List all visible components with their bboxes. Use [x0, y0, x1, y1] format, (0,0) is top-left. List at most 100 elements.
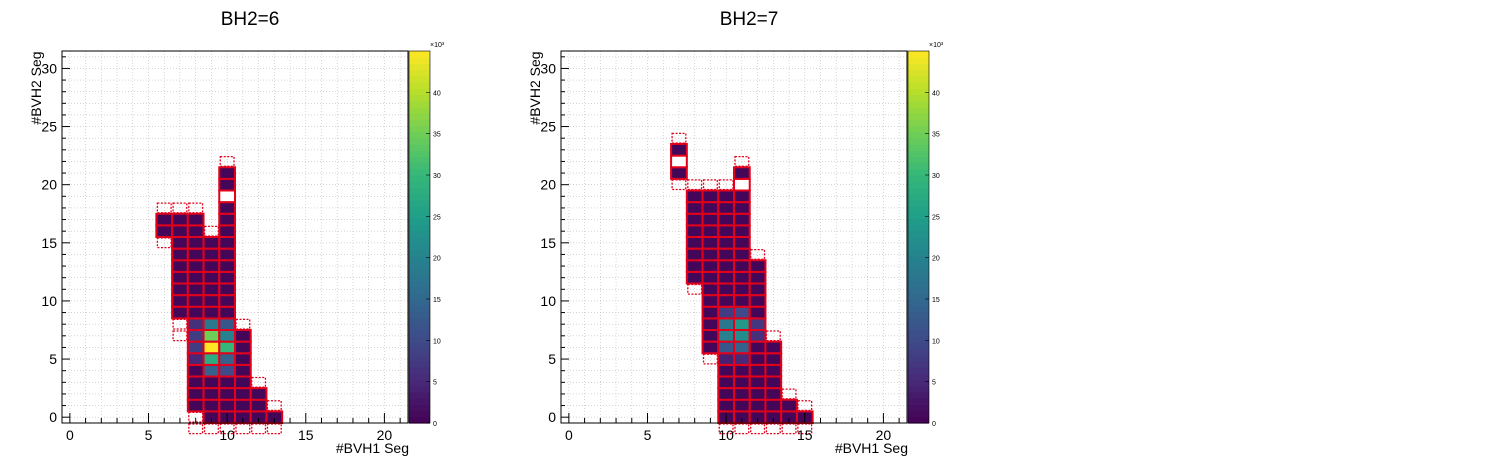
colorbar-segment [908, 181, 929, 188]
histogram-bin [171, 247, 189, 262]
histogram-bin [717, 247, 735, 262]
histogram-bin [717, 189, 735, 204]
colorbar-segment [409, 137, 430, 145]
colorbar-segment [409, 367, 430, 374]
colorbar-segment [409, 237, 430, 244]
histogram-bin [202, 329, 221, 343]
histogram-bin [186, 340, 205, 355]
x-tick-label: 10 [718, 427, 734, 443]
heatmap-plot-2: 0 5 10 15 20 0 5 10 15 20 25 30 0 5 10 15 20 25 30 35 40 [540, 50, 940, 443]
histogram-bin [218, 270, 236, 285]
histogram-bin [202, 363, 221, 378]
colorbar-segment [908, 261, 929, 269]
colorbar-segment [409, 354, 430, 362]
histogram-bin [701, 201, 720, 215]
histogram-bin [202, 270, 221, 285]
colorbar-segment [908, 230, 929, 238]
histogram-bin [717, 329, 735, 343]
colorbar-segment [409, 69, 430, 77]
colorbar-segment [409, 51, 430, 58]
colorbar-frame [408, 50, 431, 424]
histogram-bin [186, 282, 205, 297]
outline-box [251, 376, 267, 388]
histogram-bin [748, 398, 767, 413]
histogram-bin [701, 317, 720, 331]
histogram-bin [202, 340, 221, 355]
colorbar-segment [409, 292, 430, 300]
colorbar-segment [409, 131, 430, 139]
colorbar-segment [908, 404, 929, 412]
histogram-bin [186, 305, 205, 320]
histogram-bin [685, 247, 704, 262]
colorbar-segment [908, 299, 929, 306]
y-tick-label: 5 [49, 351, 57, 367]
y-tick-label: 20 [41, 177, 57, 193]
colorbar-segment [908, 150, 929, 157]
histogram-bin [670, 143, 688, 157]
histogram-bin [764, 375, 783, 390]
colorbar-tick-label: 40 [433, 90, 441, 97]
histogram-bin [218, 317, 236, 331]
colorbar-frame [907, 50, 930, 424]
colorbar-segment [409, 193, 430, 201]
histogram-bin [171, 294, 189, 308]
colorbar-segment [409, 100, 430, 108]
histogram-bin [234, 375, 252, 390]
colorbar-segment [409, 336, 430, 343]
histogram-bin [218, 398, 236, 413]
colorbar-segment [409, 187, 430, 195]
outline-box [797, 423, 813, 435]
outline-box [671, 179, 687, 191]
x-tick-label: 0 [565, 427, 573, 443]
colorbar-segment [409, 280, 430, 288]
histogram-bin [780, 398, 798, 413]
colorbar-segment [908, 237, 929, 244]
colorbar-segment [409, 385, 430, 393]
histogram-bin [764, 340, 783, 355]
colorbar-segment [409, 373, 430, 381]
outline-box [702, 179, 718, 191]
histogram-bin [733, 224, 751, 238]
colorbar-segment [409, 94, 430, 102]
x-tick-label: 20 [876, 427, 892, 443]
histogram-bin [733, 329, 751, 343]
colorbar-segment [908, 274, 929, 281]
colorbar-tick-label: 35 [433, 132, 441, 139]
colorbar-segment [409, 218, 430, 226]
colorbar-segment [409, 199, 430, 207]
colorbar-segment [409, 379, 430, 387]
histogram-bin [748, 340, 767, 355]
histogram-bin [218, 236, 236, 250]
colorbar-segment [908, 113, 929, 120]
histogram-bin [670, 166, 688, 180]
histogram-bin [202, 387, 221, 401]
histogram-bin [186, 329, 205, 343]
histogram-bin [186, 387, 205, 401]
histogram-bin [234, 387, 252, 401]
y-tick-label: 10 [41, 293, 57, 309]
colorbar-segment [409, 75, 430, 83]
colorbar-tick-label: 25 [433, 214, 441, 221]
histogram-bin [234, 340, 252, 355]
colorbar-segment [908, 354, 929, 362]
histogram-bin [171, 305, 189, 320]
colorbar-tick-label: 15 [433, 297, 441, 304]
histogram-bin [218, 212, 236, 227]
colorbar-segment [908, 162, 929, 170]
colorbar-segment [908, 144, 929, 151]
histogram-bin [218, 282, 236, 297]
colorbar-segment [409, 330, 430, 337]
histogram-bin [733, 294, 751, 308]
y-tick-label: 0 [548, 409, 556, 425]
histogram-bin [171, 259, 189, 273]
histogram-bin [202, 247, 221, 262]
histogram-bin [717, 375, 735, 390]
histogram-bin [218, 259, 236, 273]
colorbar-segment [409, 88, 430, 95]
histogram-bin [186, 363, 205, 378]
histogram-bin [249, 387, 268, 401]
chart-title: BH2=7 [719, 9, 779, 30]
colorbar-segment [908, 361, 929, 368]
colorbar-segment [908, 94, 929, 102]
outline-box [156, 202, 172, 214]
